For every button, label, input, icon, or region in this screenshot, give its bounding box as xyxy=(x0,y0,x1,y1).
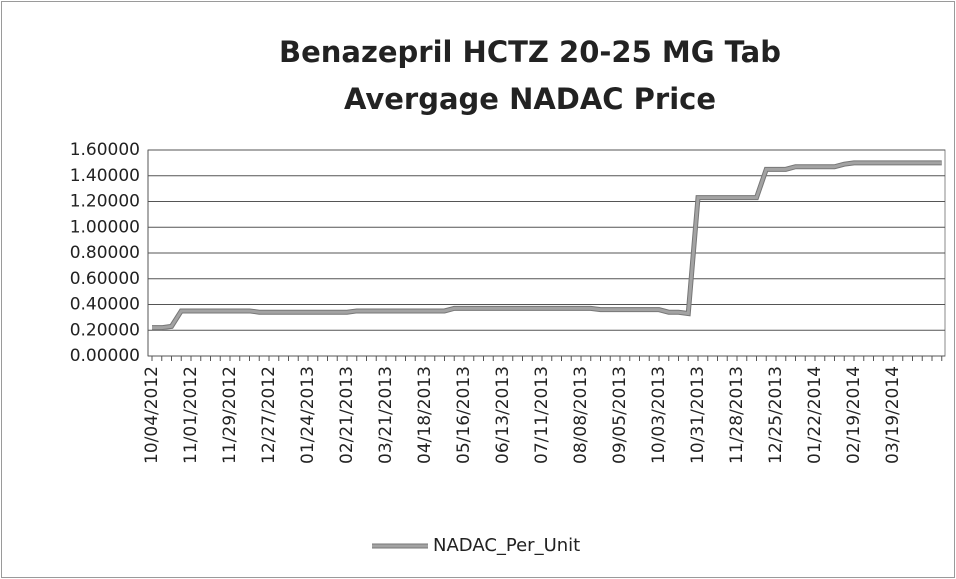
x-tick-label: 10/31/2013 xyxy=(688,366,708,464)
x-tick-label: 05/16/2013 xyxy=(454,366,474,464)
x-tick-label: 07/11/2013 xyxy=(532,366,552,464)
x-tick-label: 03/19/2014 xyxy=(883,366,903,464)
x-tick-label: 01/24/2013 xyxy=(298,366,318,464)
x-tick-label: 11/28/2013 xyxy=(727,366,747,464)
y-tick-label: 0.20000 xyxy=(70,320,140,340)
x-tick-label: 10/04/2012 xyxy=(142,366,162,464)
x-tick-label: 10/03/2013 xyxy=(649,366,669,464)
x-tick-label: 01/22/2014 xyxy=(805,366,825,464)
legend-label: NADAC_Per_Unit xyxy=(433,535,580,556)
y-tick-label: 0.00000 xyxy=(70,346,140,366)
chart-title: Benazepril HCTZ 20-25 MG Tab xyxy=(279,35,781,69)
y-tick-label: 1.00000 xyxy=(70,217,140,237)
x-tick-label: 09/05/2013 xyxy=(610,366,630,464)
x-tick-label: 04/18/2013 xyxy=(415,366,435,464)
x-tick-label: 02/21/2013 xyxy=(337,366,357,464)
y-tick-label: 1.20000 xyxy=(70,192,140,212)
x-tick-label: 02/19/2014 xyxy=(844,366,864,464)
x-tick-label: 12/27/2012 xyxy=(259,366,279,464)
y-tick-label: 1.60000 xyxy=(70,140,140,160)
y-tick-label: 0.40000 xyxy=(70,295,140,315)
chart-title: Avergage NADAC Price xyxy=(344,82,716,116)
y-tick-label: 1.40000 xyxy=(70,166,140,186)
line xyxy=(152,161,942,330)
x-tick-label: 06/13/2013 xyxy=(493,366,513,464)
y-tick-label: 0.60000 xyxy=(70,269,140,289)
x-tick-label: 11/29/2012 xyxy=(220,366,240,464)
x-tick-label: 03/21/2013 xyxy=(376,366,396,464)
y-tick-label: 0.80000 xyxy=(70,243,140,263)
x-tick-label: 08/08/2013 xyxy=(571,366,591,464)
x-tick-label: 12/25/2013 xyxy=(766,366,786,464)
x-tick-label: 11/01/2012 xyxy=(181,366,201,464)
